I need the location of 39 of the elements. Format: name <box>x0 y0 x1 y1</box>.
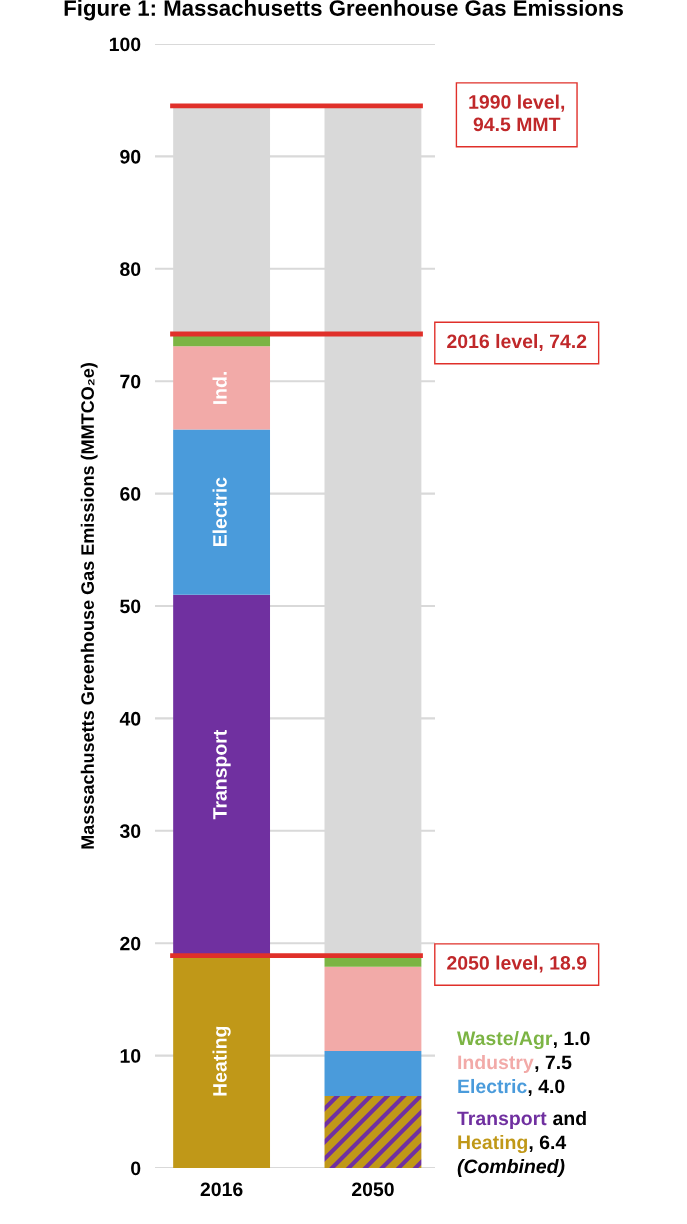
annotation: Electric <box>212 477 227 546</box>
y-tick-label: 70 <box>120 374 141 389</box>
series-label: Heating <box>458 1134 527 1154</box>
y-tick-label: 90 <box>120 149 141 164</box>
y-tick-label: 30 <box>119 824 141 839</box>
text: , 7.5 <box>535 1055 572 1073</box>
ref-line-label: 2016 level, 74.2 <box>447 333 587 352</box>
text: and <box>553 1110 586 1126</box>
text: , 6.4 <box>529 1135 567 1153</box>
bar <box>324 966 422 1052</box>
series-label: Industry <box>458 1054 534 1074</box>
bar <box>324 1051 422 1097</box>
y-tick-label: 10 <box>120 1049 141 1063</box>
ref-line-label: 2050 level, 18.9 <box>447 955 587 973</box>
annotation: Heating <box>212 1026 231 1096</box>
chart-title: Figure 1: Massachusetts Greenhouse Gas Emissions <box>64 0 623 21</box>
bar <box>324 1096 422 1168</box>
annotation: Ind. <box>212 372 227 404</box>
y-tick-label: 80 <box>120 262 141 277</box>
annotation: Transport <box>213 730 231 820</box>
text: , 4.0 <box>528 1079 565 1097</box>
y-tick-label: 100 <box>109 37 141 52</box>
text: , 1.0 <box>553 1031 590 1049</box>
bar <box>173 594 271 955</box>
x-tick-label: 2016 <box>200 1182 243 1197</box>
y-tick-label: 20 <box>120 936 141 951</box>
ref-line-label: 1990 level, 94.5 MMT <box>469 94 565 132</box>
y-tick-label: 0 <box>131 1161 141 1176</box>
text: Waste/Agr <box>457 1030 553 1050</box>
bar <box>173 429 271 595</box>
x-tick-label: 2050 <box>351 1182 394 1197</box>
series-label: Electric <box>458 1078 527 1094</box>
y-tick-label: 60 <box>120 487 141 501</box>
y-axis-title: Masssachusetts Greenhouse Gas Emissions (MMTCO₂e) <box>80 363 98 849</box>
y-tick-label: 50 <box>120 599 141 614</box>
text: (Combined) <box>457 1158 565 1178</box>
bar <box>173 346 271 430</box>
y-tick-label: 40 <box>119 711 141 726</box>
text: Transport <box>457 1111 547 1130</box>
